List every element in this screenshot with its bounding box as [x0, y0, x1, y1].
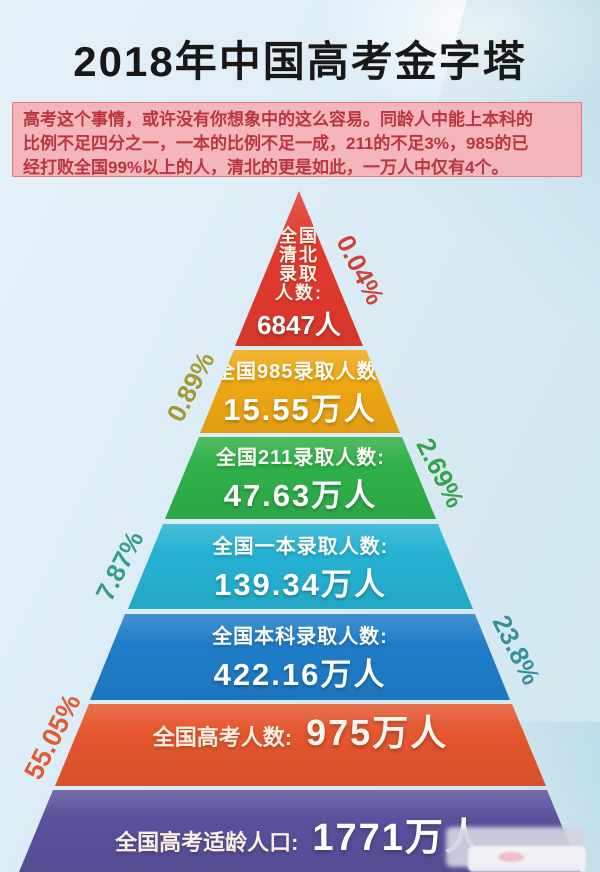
level-label: 全国985录取人数: [214, 360, 386, 383]
level-label-row: 清北 [279, 245, 319, 265]
watermark-smudge [468, 846, 586, 872]
intro-text-box: 高考这个事情，或许没有你想象中的这么容易。同龄人中能上本科的 比例不足四分之一，… [12, 102, 582, 177]
pyramid-level-content: 全国 清北 录取 人数: 6847人 [235, 191, 363, 346]
pyramid-level-benke: 全国本科录取人数: 422.16万人 [90, 614, 510, 700]
intro-line: 比例不足四分之一，一本的比例不足一成，211的不足3%，985的已 [23, 134, 529, 153]
level-label: 全国高考人数: [152, 725, 293, 750]
pyramid-level-content: 全国211录取人数: 47.63万人 [165, 437, 436, 519]
level-label: 全国211录取人数: [216, 447, 385, 469]
page-title: 2018年中国高考金字塔 [73, 38, 527, 85]
level-label-row: 人数: [275, 283, 323, 303]
pyramid-level-gaokao: 全国高考人数: 975万人 [55, 704, 546, 786]
intro-line: 高考这个事情，或许没有你想象中的这么容易。同龄人中能上本科的 [23, 110, 533, 129]
level-value: 975万人 [306, 712, 449, 753]
level-label: 全国高考适龄人口: [115, 830, 299, 855]
level-label-row: 录取 [279, 264, 319, 284]
pyramid-level-yiben: 全国一本录取人数: 139.34万人 [128, 524, 473, 609]
level-value: 422.16万人 [213, 657, 387, 692]
level-value: 6847人 [257, 310, 341, 340]
pyramid-level-content: 全国一本录取人数: 139.34万人 [128, 524, 473, 609]
pyramid-level-content: 全国985录取人数: 15.55万人 [200, 350, 400, 433]
level-label-row: 全国 [279, 226, 319, 246]
level-label: 全国一本录取人数: [212, 535, 389, 558]
level-value: 15.55万人 [223, 391, 377, 427]
watermark-smudge-pink [498, 852, 524, 862]
background-highlight-blob [320, 0, 600, 120]
pyramid-level-211: 全国211录取人数: 47.63万人 [165, 437, 436, 519]
pyramid-level-content: 全国本科录取人数: 422.16万人 [90, 614, 510, 700]
pyramid-level-985: 全国985录取人数: 15.55万人 [200, 350, 400, 433]
level-value: 139.34万人 [214, 566, 387, 602]
level-value: 47.63万人 [223, 478, 378, 513]
intro-line: 经打败全国99%以上的人，清北的更是如此，一万人中仅有4个。 [23, 158, 509, 177]
pyramid-level-content: 全国高考人数: 975万人 [55, 704, 546, 786]
level-label: 全国本科录取人数: [212, 626, 388, 648]
